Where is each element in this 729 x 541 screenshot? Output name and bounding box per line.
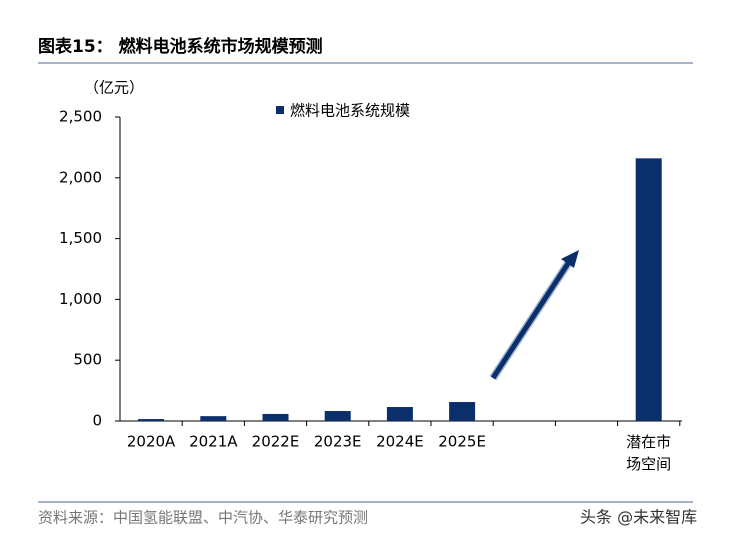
y-tick-label: 1,000 bbox=[59, 290, 102, 308]
chart-title: 图表15： 燃料电池系统市场规模预测 bbox=[38, 36, 323, 57]
bar bbox=[262, 413, 289, 421]
y-tick-label: 1,500 bbox=[59, 229, 102, 247]
bar bbox=[138, 419, 165, 421]
bar bbox=[200, 416, 227, 421]
y-tick-label: 0 bbox=[92, 412, 102, 430]
legend-swatch bbox=[276, 106, 284, 114]
legend-label: 燃料电池系统规模 bbox=[290, 102, 410, 120]
y-tick-label: 2,000 bbox=[59, 168, 102, 186]
x-tick-label: 2022E bbox=[252, 433, 300, 451]
x-tick-label: 2020A bbox=[127, 433, 176, 451]
x-tick-label: 潜在市场空间 bbox=[626, 433, 672, 473]
y-tick-label: 500 bbox=[73, 351, 102, 369]
watermark: 头条 @未来智库 bbox=[580, 508, 697, 527]
arrow bbox=[489, 250, 579, 381]
bar bbox=[635, 158, 662, 421]
y-axis-label: （亿元） bbox=[84, 79, 144, 97]
source-note: 资料来源：中国氢能联盟、中汽协、华泰研究预测 bbox=[38, 509, 368, 527]
x-tick-label: 2024E bbox=[376, 433, 424, 451]
bar bbox=[324, 411, 351, 421]
x-tick-label: 2023E bbox=[314, 433, 362, 451]
bar bbox=[386, 407, 413, 421]
y-tick-label: 2,500 bbox=[59, 108, 102, 126]
x-tick-label: 2025E bbox=[438, 433, 486, 451]
x-tick-label: 2021A bbox=[189, 433, 238, 451]
bar bbox=[449, 402, 476, 421]
